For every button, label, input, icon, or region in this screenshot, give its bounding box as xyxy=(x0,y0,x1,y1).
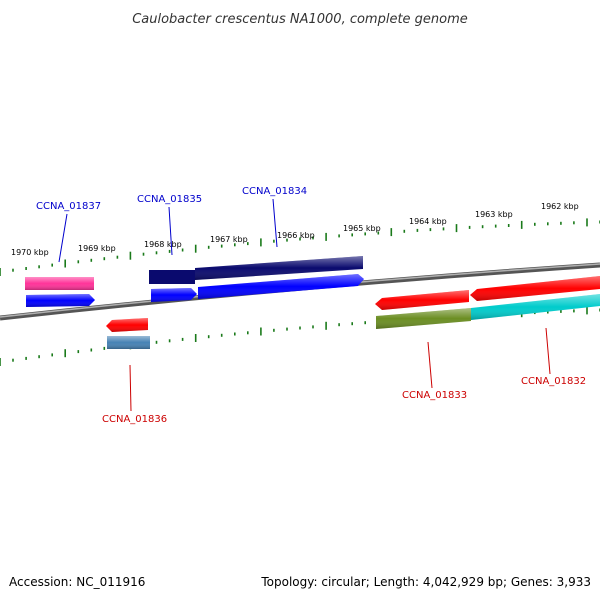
scale-label-1970: 1970 kbp xyxy=(11,248,49,257)
gene-CCNA_01836-block[interactable] xyxy=(106,318,150,349)
gene-CCNA_01834-block[interactable] xyxy=(195,256,364,299)
scale-label-1967: 1967 kbp xyxy=(210,235,248,244)
topology-text: Topology: circular; Length: 4,042,929 bp… xyxy=(260,575,591,589)
gene-label-CCNA_01834[interactable]: CCNA_01834 xyxy=(242,186,307,197)
scale-label-1964: 1964 kbp xyxy=(409,217,447,226)
leader-CCNA_01833 xyxy=(427,341,433,389)
scale-label-1962: 1962 kbp xyxy=(541,202,579,211)
genome-title: Caulobacter crescentus NA1000, complete … xyxy=(132,12,468,27)
leader-CCNA_01834 xyxy=(272,198,278,248)
gene-label-CCNA_01835[interactable]: CCNA_01835 xyxy=(137,194,202,205)
scale-label-1969: 1969 kbp xyxy=(78,244,116,253)
gene-label-CCNA_01833[interactable]: CCNA_01833 xyxy=(402,390,467,401)
gene-CCNA_01832-block[interactable] xyxy=(470,276,600,320)
accession-text: Accession: NC_011916 xyxy=(9,575,145,589)
leader-CCNA_01837 xyxy=(58,213,68,263)
scale-label-1963: 1963 kbp xyxy=(475,210,513,219)
gene-leader-lines xyxy=(58,198,551,412)
gene-CCNA_01837-block[interactable] xyxy=(25,277,95,307)
scale-label-1965: 1965 kbp xyxy=(343,224,381,233)
leader-CCNA_01836 xyxy=(129,364,132,412)
scale-label-1966: 1966 kbp xyxy=(277,231,315,240)
gene-CCNA_01835-block[interactable] xyxy=(149,270,197,302)
gene-label-CCNA_01836[interactable]: CCNA_01836 xyxy=(102,414,167,425)
gene-label-CCNA_01837[interactable]: CCNA_01837 xyxy=(36,201,101,212)
scale-labels: 1970 kbp 1969 kbp 1968 kbp 1967 kbp 1966… xyxy=(11,202,579,257)
outer-scale-ring xyxy=(0,218,600,276)
gene-label-CCNA_01832[interactable]: CCNA_01832 xyxy=(521,376,586,387)
scale-label-1968: 1968 kbp xyxy=(144,240,182,249)
gene-CCNA_01833-block[interactable] xyxy=(375,290,471,329)
leader-CCNA_01832 xyxy=(545,327,551,375)
gene-labels: CCNA_01837 CCNA_01835 CCNA_01834 CCNA_01… xyxy=(36,186,586,425)
leader-CCNA_01835 xyxy=(168,206,173,256)
